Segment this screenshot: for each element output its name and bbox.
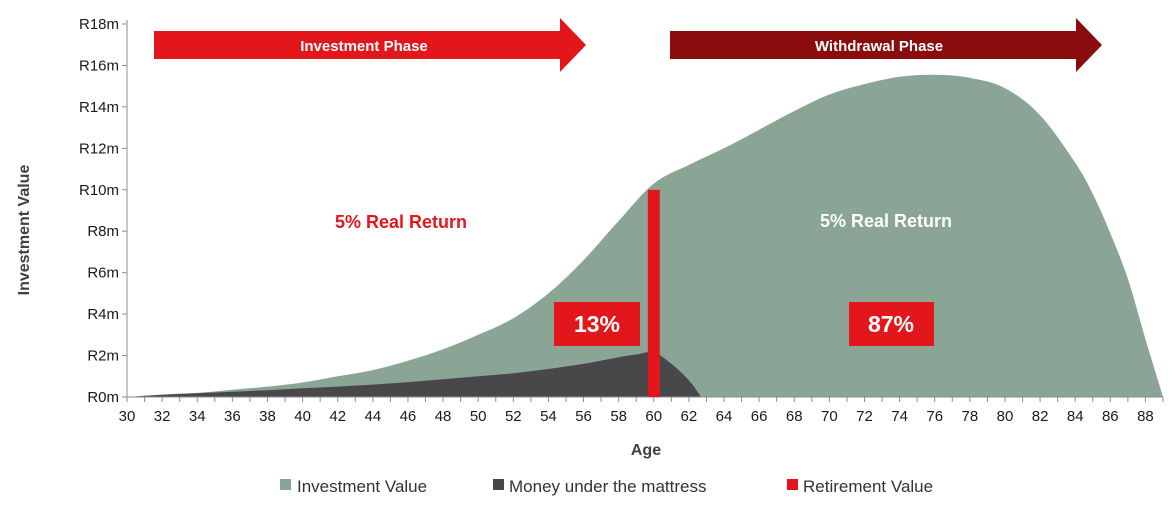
x-tick-label: 50 — [470, 408, 487, 425]
y-tick-label: R10m — [79, 182, 119, 199]
x-tick-label: 46 — [400, 408, 417, 425]
investment-phase-label: Investment Phase — [300, 38, 428, 55]
x-tick-label: 84 — [1067, 408, 1084, 425]
x-tick-label: 44 — [364, 408, 381, 425]
x-tick-label: 68 — [786, 408, 803, 425]
y-tick-label: R14m — [79, 99, 119, 116]
x-tick-label: 40 — [294, 408, 311, 425]
legend-label-retirement: Retirement Value — [803, 477, 933, 496]
x-tick-label: 82 — [1032, 408, 1049, 425]
y-tick-label: R18m — [79, 16, 119, 33]
retirement-value-bar — [647, 189, 660, 397]
x-tick-label: 66 — [751, 408, 768, 425]
legend-swatch-retirement — [787, 479, 798, 490]
x-tick-label: 34 — [189, 408, 206, 425]
x-tick-label: 72 — [856, 408, 873, 425]
y-tick-label: R8m — [87, 223, 119, 240]
left-percent-box-bg — [554, 302, 640, 346]
chart-axes: R0m R2m R4m R6m R8m R10m R12m R14m R16m R18m 30 32 3… — [79, 16, 1164, 425]
y-tick-label: R4m — [87, 306, 119, 323]
withdrawal-phase-label: Withdrawal Phase — [815, 38, 943, 55]
y-tick-label: R2m — [87, 348, 119, 365]
legend-label-mattress: Money under the mattress — [509, 477, 706, 496]
right-real-return-label: 5% Real Return — [820, 211, 952, 231]
x-tick-label: 58 — [610, 408, 627, 425]
x-tick-label: 52 — [505, 408, 522, 425]
investment-phase-arrow-shape — [154, 18, 586, 72]
investment-value-area — [127, 74, 1163, 397]
left-percent-box: 13% — [554, 302, 640, 346]
x-tick-label: 88 — [1137, 408, 1154, 425]
x-tick-label: 36 — [224, 408, 241, 425]
legend-swatch-investment — [280, 479, 291, 490]
withdrawal-phase-arrow-shape — [670, 18, 1102, 72]
x-tick-label: 64 — [716, 408, 733, 425]
x-tick-label: 70 — [821, 408, 838, 425]
y-tick-label: R0m — [87, 389, 119, 406]
x-tick-label: 60 — [645, 408, 662, 425]
x-tick-label: 48 — [435, 408, 452, 425]
x-tick-label: 32 — [154, 408, 171, 425]
x-tick-label: 78 — [962, 408, 979, 425]
right-percent-label: 87% — [868, 311, 914, 337]
left-real-return-label: 5% Real Return — [335, 212, 467, 232]
legend-label-investment: Investment Value — [297, 477, 427, 496]
legend: Investment Value Money under the mattres… — [280, 477, 933, 496]
chart-areas — [127, 74, 1163, 397]
x-tick-label: 76 — [926, 408, 943, 425]
right-percent-box: 87% — [849, 302, 934, 346]
y-axis-title: Investment Value — [16, 165, 33, 296]
mattress-area — [127, 351, 702, 397]
x-tick-label: 62 — [681, 408, 698, 425]
x-tick-label: 30 — [119, 408, 136, 425]
left-percent-label: 13% — [574, 311, 620, 337]
x-tick-label: 42 — [329, 408, 346, 425]
legend-swatch-mattress — [493, 479, 504, 490]
investment-phase-arrow: Investment Phase — [154, 18, 586, 72]
x-tick-label: 74 — [891, 408, 908, 425]
y-tick-label: R12m — [79, 140, 119, 157]
x-tick-label: 54 — [540, 408, 557, 425]
x-tick-label: 56 — [575, 408, 592, 425]
right-percent-box-bg — [849, 302, 934, 346]
x-tick-label: 86 — [1102, 408, 1119, 425]
x-tick-label: 38 — [259, 408, 276, 425]
y-tick-label: R16m — [79, 57, 119, 74]
x-axis-title: Age — [631, 442, 661, 459]
y-tick-label: R6m — [87, 265, 119, 282]
withdrawal-phase-arrow: Withdrawal Phase — [670, 18, 1102, 72]
x-tick-label: 80 — [997, 408, 1014, 425]
retirement-value-series — [647, 189, 660, 397]
